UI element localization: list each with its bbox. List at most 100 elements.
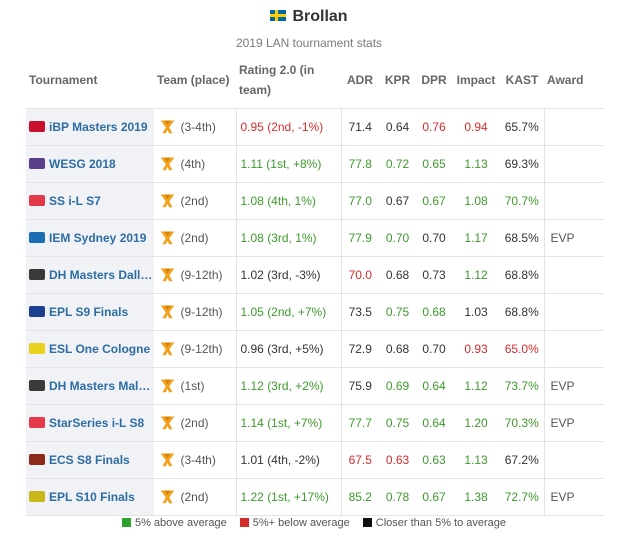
- team-place: (4th): [180, 157, 206, 171]
- award-cell: [544, 441, 604, 479]
- fnatic-logo-icon: [160, 416, 174, 430]
- col-header-kpr[interactable]: KPR: [384, 72, 411, 87]
- ibp-logo-icon: [29, 120, 45, 132]
- green-square-icon: [121, 518, 131, 527]
- col-header-tournament[interactable]: Tournament: [29, 72, 98, 87]
- tournament-link[interactable]: ESL One Cologne: [26, 330, 155, 368]
- dpr-cell: 0.73: [416, 256, 452, 294]
- tournament-link[interactable]: EPL S10 Finals: [26, 478, 155, 516]
- team-place: (2nd): [180, 416, 209, 430]
- tournament-link[interactable]: ECS S8 Finals: [26, 441, 155, 479]
- tournament-link[interactable]: WESG 2018: [26, 145, 155, 183]
- kast-cell: 68.8%: [500, 293, 545, 331]
- col-header-impact[interactable]: Impact: [456, 72, 496, 87]
- team-cell[interactable]: (2nd): [154, 182, 237, 220]
- rating-cell: 1.08 (4th, 1%): [236, 182, 342, 220]
- impact-cell: 1.12: [452, 367, 500, 405]
- team-cell[interactable]: (2nd): [154, 219, 237, 257]
- tournament-link[interactable]: IEM Sydney 2019: [26, 219, 155, 257]
- page-subtitle: 2019 LAN tournament stats: [235, 36, 383, 50]
- col-header-adr[interactable]: ADR: [347, 72, 373, 87]
- table-row: WESG 2018 (4th) 1.11 (1st, +8%) 77.8 0.72 0.6…: [26, 145, 604, 183]
- team-cell[interactable]: (3-4th): [154, 107, 237, 146]
- rating-cell: 1.12 (3rd, +2%): [236, 367, 342, 405]
- impact-cell: 1.17: [452, 219, 500, 257]
- team-cell[interactable]: (2nd): [154, 404, 237, 442]
- kast-cell: 68.8%: [500, 256, 545, 294]
- kpr-cell: 0.64: [379, 107, 416, 146]
- legend-below: 5%+ below average: [252, 517, 350, 529]
- team-cell[interactable]: (2nd): [154, 478, 237, 516]
- impact-cell: 1.13: [452, 441, 500, 479]
- kpr-cell: 0.75: [379, 293, 416, 331]
- adr-cell: 75.9: [341, 367, 379, 405]
- team-place: (2nd): [180, 490, 209, 504]
- team-cell[interactable]: (9-12th): [154, 256, 237, 294]
- tournament-name: DH Masters Dall…: [49, 267, 153, 282]
- team-cell[interactable]: (3-4th): [154, 441, 237, 479]
- team-cell[interactable]: (4th): [154, 145, 237, 183]
- adr-cell: 73.5: [341, 293, 379, 331]
- fnatic-logo-icon: [160, 157, 174, 171]
- team-cell[interactable]: (9-12th): [154, 330, 237, 368]
- col-header-dpr[interactable]: DPR: [421, 72, 447, 87]
- table-row: DH Masters Dall… (9-12th) 1.02 (3rd, -3%) 7…: [26, 256, 604, 294]
- table-row: IEM Sydney 2019 (2nd) 1.08 (3rd, 1%) 77.9 0.…: [26, 219, 604, 257]
- kast-cell: 70.3%: [500, 404, 545, 442]
- fnatic-logo-icon: [160, 342, 174, 356]
- tournament-link[interactable]: StarSeries i-L S8: [26, 404, 155, 442]
- kast-cell: 72.7%: [500, 478, 545, 516]
- team-place: (3-4th): [180, 453, 216, 467]
- adr-cell: 71.4: [341, 107, 379, 146]
- impact-cell: 1.20: [452, 404, 500, 442]
- tournament-link[interactable]: DH Masters Mal…: [26, 367, 155, 405]
- col-header-team[interactable]: Team (place): [157, 72, 230, 87]
- award-cell: [544, 107, 604, 146]
- table-header-row: Tournament Team (place) Rating 2.0 (in t…: [26, 52, 604, 108]
- col-header-rating[interactable]: Rating 2.0 (in team): [239, 62, 315, 97]
- rating-cell: 0.95 (2nd, -1%): [236, 107, 342, 146]
- kpr-cell: 0.78: [379, 478, 416, 516]
- black-square-icon: [362, 518, 372, 527]
- rating-cell: 1.22 (1st, +17%): [236, 478, 342, 516]
- dpr-cell: 0.67: [416, 478, 452, 516]
- ecs-logo-icon: [29, 453, 45, 465]
- team-place: (9-12th): [180, 305, 223, 319]
- player-name: Brollan: [292, 8, 348, 25]
- table-row: ESL One Cologne (9-12th) 0.96 (3rd, +5%) 72…: [26, 330, 604, 368]
- rating-cell: 1.14 (1st, +7%): [236, 404, 342, 442]
- team-place: (1st): [180, 379, 205, 393]
- tournament-link[interactable]: EPL S9 Finals: [26, 293, 155, 331]
- tournament-name: StarSeries i-L S8: [49, 415, 145, 430]
- adr-cell: 67.5: [341, 441, 379, 479]
- dreamhack-logo-icon: [29, 268, 45, 280]
- team-cell[interactable]: (1st): [154, 367, 237, 405]
- col-header-award[interactable]: Award: [547, 72, 584, 87]
- fnatic-logo-icon: [160, 268, 174, 282]
- sweden-flag-icon: [270, 10, 287, 21]
- tournament-link[interactable]: DH Masters Dall…: [26, 256, 155, 294]
- rating-cell: 0.96 (3rd, +5%): [236, 330, 342, 368]
- tournament-link[interactable]: iBP Masters 2019: [26, 107, 155, 146]
- adr-cell: 77.7: [341, 404, 379, 442]
- starseries-logo-icon: [29, 416, 45, 428]
- kpr-cell: 0.63: [379, 441, 416, 479]
- dpr-cell: 0.70: [416, 330, 452, 368]
- dpr-cell: 0.70: [416, 219, 452, 257]
- team-place: (9-12th): [180, 268, 223, 282]
- dpr-cell: 0.63: [416, 441, 452, 479]
- adr-cell: 77.0: [341, 182, 379, 220]
- tournament-link[interactable]: SS i-L S7: [26, 182, 155, 220]
- fnatic-logo-icon: [160, 490, 174, 504]
- kast-cell: 70.7%: [500, 182, 545, 220]
- fnatic-logo-icon: [160, 194, 174, 208]
- team-cell[interactable]: (9-12th): [154, 293, 237, 331]
- impact-cell: 0.94: [452, 107, 500, 146]
- award-cell: [544, 145, 604, 183]
- impact-cell: 1.03: [452, 293, 500, 331]
- kpr-cell: 0.72: [379, 145, 416, 183]
- table-row: ECS S8 Finals (3-4th) 1.01 (4th, -2%) 67.5 0…: [26, 441, 604, 479]
- col-header-kast[interactable]: KAST: [505, 72, 539, 87]
- epl-logo-icon: [29, 305, 45, 317]
- fnatic-logo-icon: [160, 379, 174, 393]
